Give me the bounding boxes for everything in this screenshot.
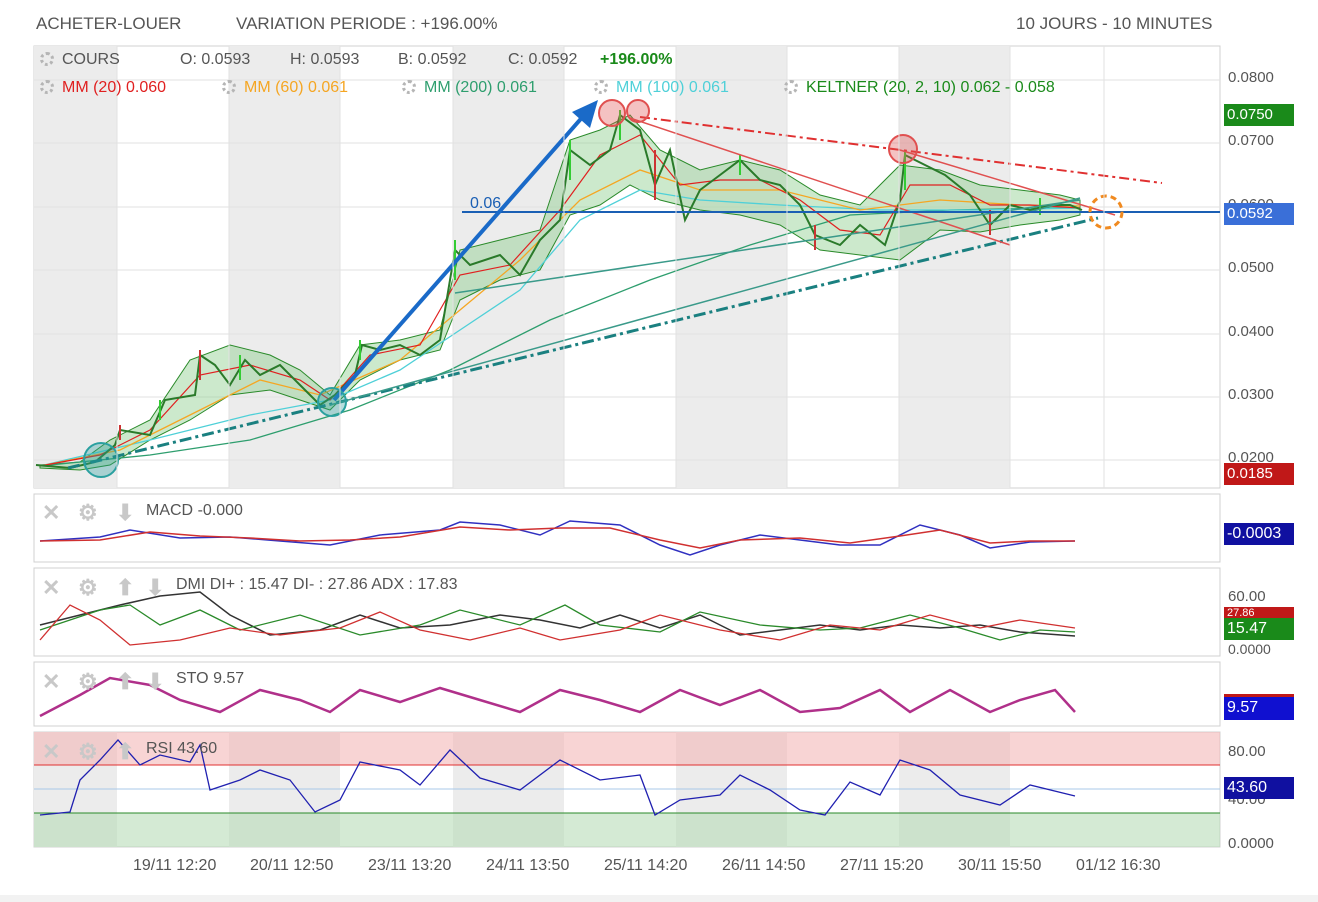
dmi-label: DMI DI+ : 15.47 DI- : 27.86 ADX : 17.83 — [176, 576, 458, 593]
dmi-minus-line — [39, 604, 1076, 646]
arrow-up-icon[interactable]: ⬆ — [116, 739, 135, 764]
gear-icon[interactable]: ⚙ — [78, 669, 98, 694]
price-tick: 0.0800 — [1228, 69, 1274, 86]
gear-icon[interactable]: ⚙ — [78, 739, 98, 764]
close-icon[interactable]: ✕ — [42, 500, 61, 525]
dmi-plus-line — [39, 604, 1076, 641]
period-selector[interactable]: 10 JOURS - 10 MINUTES — [1016, 14, 1213, 33]
x-tick: 20/11 12:50 — [250, 857, 334, 874]
pivot-high-2 — [626, 99, 650, 123]
pivot-low-1 — [83, 442, 119, 478]
cours-legend[interactable]: COURS — [40, 51, 120, 69]
macd-tag: -0.0003 — [1224, 523, 1294, 545]
arrow-down-icon[interactable]: ⬇ — [116, 500, 135, 525]
ma100-legend[interactable]: MM (100) 0.061 — [594, 79, 729, 97]
teal-line-1 — [329, 197, 1081, 406]
x-tick: 27/11 15:20 — [840, 857, 924, 874]
arrow-down-icon[interactable]: ⬇ — [146, 669, 165, 694]
level-label: 0.06 — [470, 195, 502, 212]
close-icon[interactable]: ✕ — [42, 739, 61, 764]
price-tick: 0.0700 — [1228, 132, 1274, 149]
high-price-tag: 0.0750 — [1224, 104, 1294, 126]
rsi-tag: 43.60 — [1224, 777, 1294, 799]
price-tick: 0.0400 — [1228, 323, 1274, 340]
target-circle — [1088, 194, 1124, 230]
macd-label: MACD -0.000 — [146, 502, 243, 519]
gear-icon[interactable] — [402, 80, 416, 94]
price-series — [35, 113, 1083, 470]
high-value: H: 0.0593 — [290, 51, 360, 68]
gear-icon[interactable]: ⚙ — [78, 500, 98, 525]
close-value: C: 0.0592 — [508, 51, 578, 68]
x-tick: 25/11 14:20 — [604, 857, 688, 874]
x-tick: 23/11 13:20 — [368, 857, 452, 874]
arrow-down-icon[interactable]: ⬇ — [146, 575, 165, 600]
price-tick: 0.0200 — [1228, 449, 1274, 466]
rsi-oversold-zone — [34, 813, 1220, 847]
low-price-tag: 0.0185 — [1224, 463, 1294, 485]
x-tick: 19/11 12:20 — [133, 857, 217, 874]
close-icon[interactable]: ✕ — [42, 669, 61, 694]
support-trendline — [67, 216, 1099, 470]
teal-line-2 — [454, 199, 1081, 294]
gear-icon[interactable] — [784, 80, 798, 94]
change-value: +196.00% — [600, 51, 673, 68]
gear-icon[interactable] — [40, 52, 54, 66]
resistance-trendline — [639, 116, 1163, 184]
gear-icon[interactable] — [594, 80, 608, 94]
gear-icon[interactable] — [222, 80, 236, 94]
rsi-axis-top: 80.00 — [1228, 743, 1266, 760]
last-price-tag: 0.0592 — [1224, 203, 1294, 225]
dmi-plus-tag: 15.47 — [1224, 618, 1294, 640]
instrument-title: ACHETER-LOUER — [36, 14, 182, 33]
bottom-bar — [0, 895, 1318, 902]
dmi-axis-top: 60.00 — [1228, 588, 1266, 605]
gear-icon[interactable] — [40, 80, 54, 94]
ma200-legend[interactable]: MM (200) 0.061 — [402, 79, 537, 97]
ma60-legend[interactable]: MM (60) 0.061 — [222, 79, 348, 97]
rsi-overbought-zone — [34, 732, 1220, 765]
period-variation: VARIATION PERIODE : +196.00% — [236, 14, 498, 33]
rsi-axis-bottom: 0.0000 — [1228, 835, 1274, 852]
x-tick: 24/11 13:50 — [486, 857, 570, 874]
rsi-line — [39, 739, 1076, 816]
open-value: O: 0.0593 — [180, 51, 251, 68]
sto-label: STO 9.57 — [176, 670, 245, 687]
resistance-line-2 — [629, 117, 1011, 246]
dmi-minus-tag: 27.86 — [1224, 607, 1294, 619]
x-tick: 01/12 16:30 — [1076, 857, 1161, 874]
pivot-low-2 — [317, 387, 347, 417]
pivot-high-1 — [598, 99, 626, 127]
keltner-legend[interactable]: KELTNER (20, 2, 10) 0.062 - 0.058 — [784, 79, 1055, 97]
close-icon[interactable]: ✕ — [42, 575, 61, 600]
arrow-up-icon[interactable]: ⬆ — [116, 575, 135, 600]
arrow-up-icon[interactable]: ⬆ — [116, 669, 135, 694]
arrow-head — [572, 100, 598, 128]
rsi-label: RSI 43.60 — [146, 740, 218, 757]
impulse-arrow — [332, 111, 588, 402]
x-tick: 30/11 15:50 — [958, 857, 1042, 874]
price-tick: 0.0300 — [1228, 386, 1274, 403]
low-value: B: 0.0592 — [398, 51, 467, 68]
sto-line — [39, 676, 1076, 718]
ma20-legend[interactable]: MM (20) 0.060 — [40, 79, 166, 97]
pivot-high-3 — [888, 134, 918, 164]
sto-tag: 9.57 — [1224, 694, 1294, 720]
x-tick: 26/11 14:50 — [722, 857, 806, 874]
gear-icon[interactable]: ⚙ — [78, 575, 98, 600]
keltner-band — [39, 114, 1081, 471]
price-tick: 0.0500 — [1228, 259, 1274, 276]
macd-signal — [39, 526, 1075, 549]
dmi-axis-bottom: 0.0000 — [1228, 641, 1271, 657]
triangle-line — [899, 149, 1116, 216]
